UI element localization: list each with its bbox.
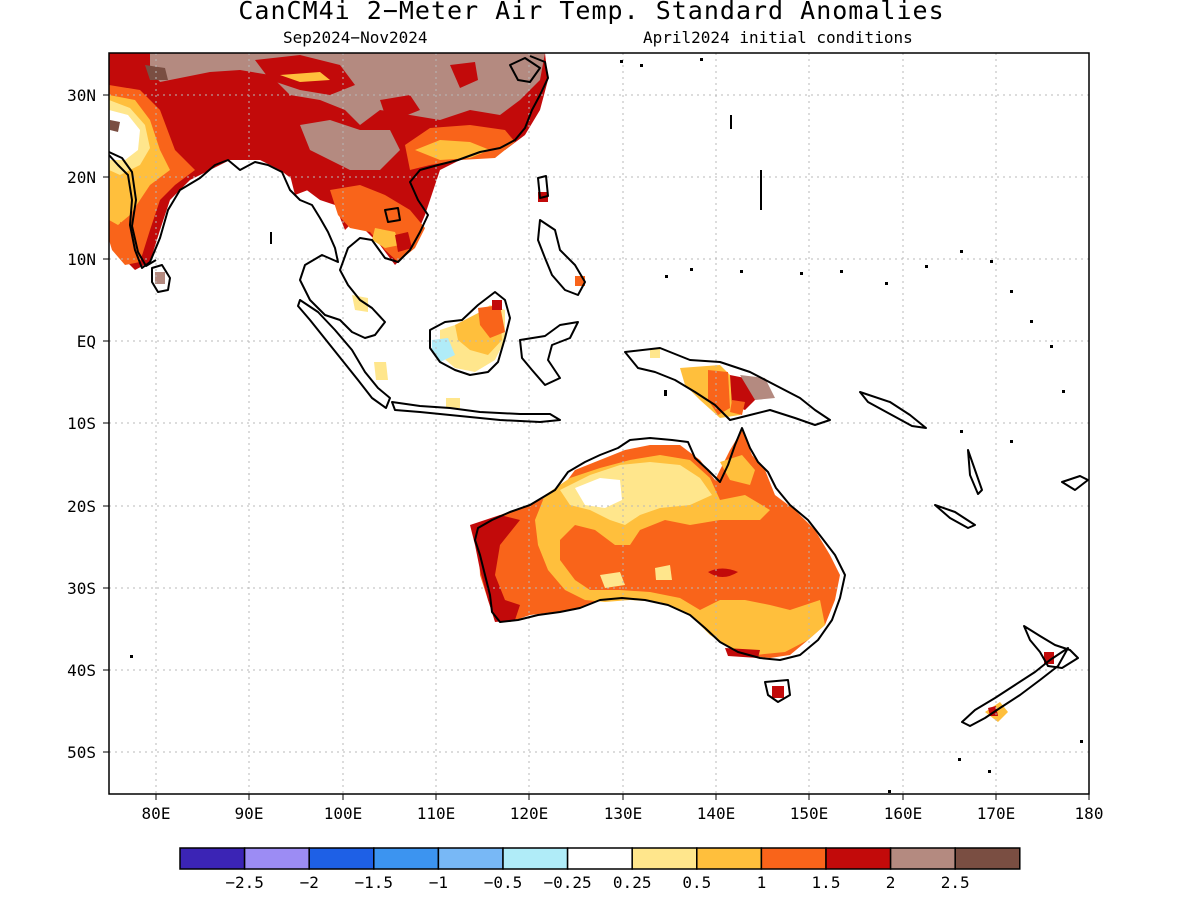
lon-label: 110E [417,804,456,823]
new-guinea [624,347,831,426]
australia-coastline [474,427,846,661]
lat-label: 50S [67,743,96,762]
small-islands [130,58,1083,793]
graticule [109,53,1089,794]
lon-label: 120E [510,804,549,823]
colorbar-label: 0.5 [682,873,711,892]
australia-anomaly-field [470,430,840,698]
japan-korea [509,57,541,83]
plot-area [109,53,1089,794]
lat-label: EQ [77,332,96,351]
new-zealand-south [961,647,1069,727]
initial-conditions: April2024 initial conditions [643,28,913,47]
colorbar-label: 1 [757,873,767,892]
lon-label: 180 [1075,804,1104,823]
map-title: CanCM4i 2−Meter Air Temp. Standard Anoma… [238,0,945,25]
longitude-labels: 80E 90E 100E 110E 120E 130E 140E 150E 16… [142,804,1104,823]
tasmania [764,679,791,703]
colorbar-label: 0.25 [613,873,652,892]
colorbar-label: −1 [429,873,448,892]
lon-label: 100E [324,804,363,823]
vanuatu [967,449,983,495]
axis-ticks [103,94,1090,800]
colorbar-swatch [308,847,375,870]
colorbar-label: −1.5 [355,873,394,892]
latitude-labels: 30N 20N 10N EQ 10S 20S 30S 40S 50S [67,86,96,762]
hainan [384,207,401,223]
lon-label: 130E [604,804,643,823]
colorbar-swatch [696,847,763,870]
lat-label: 20S [67,497,96,516]
sulawesi [519,321,579,386]
lat-label: 20N [67,168,96,187]
lat-label: 10N [67,250,96,269]
lon-label: 160E [884,804,923,823]
colorbar-label: 2 [886,873,896,892]
lat-label: 30S [67,579,96,598]
lat-label: 10S [67,414,96,433]
new-caledonia [934,504,976,529]
lon-label: 140E [697,804,736,823]
colorbar-legend: −2.5 −2 −1.5 −1 −0.5 −0.25 0.25 0.5 1 1.5 2 2.5 [179,847,1021,892]
lon-label: 170E [977,804,1016,823]
taiwan [537,175,549,199]
colorbar-swatch [243,847,310,870]
lon-label: 150E [790,804,829,823]
colorbar-label: −0.5 [484,873,523,892]
lat-label: 30N [67,86,96,105]
colorbar-swatch [179,847,246,870]
maritime-anomaly-field [352,295,775,418]
colorbar-label: −0.25 [544,873,592,892]
java [391,401,561,423]
colorbar-label: −2 [300,873,319,892]
india-coastline [109,151,157,267]
forecast-period: Sep2024−Nov2024 [283,28,428,47]
colorbar-swatch [889,847,956,870]
coastlines [109,55,1089,727]
lon-label: 80E [142,804,171,823]
philippines [537,219,586,296]
colorbar-swatch [437,847,504,870]
fiji [1061,475,1089,491]
solomon-islands [859,391,927,429]
colorbar-label: −2.5 [225,873,264,892]
lat-label: 40S [67,661,96,680]
sri-lanka [151,264,171,293]
colorbar-swatch [502,847,569,870]
lon-label: 90E [235,804,264,823]
colorbar-swatch [760,847,827,870]
sumatra [297,299,391,409]
new-zealand-north [1023,625,1079,669]
asia-coastline [109,55,549,339]
colorbar-swatch [566,847,633,870]
colorbar-swatch [954,847,1021,870]
colorbar-swatch [825,847,892,870]
colorbar-swatch [631,847,698,870]
colorbar-label: 2.5 [941,873,970,892]
colorbar-label: 1.5 [812,873,841,892]
borneo [429,291,511,376]
colorbar-swatch [373,847,440,870]
